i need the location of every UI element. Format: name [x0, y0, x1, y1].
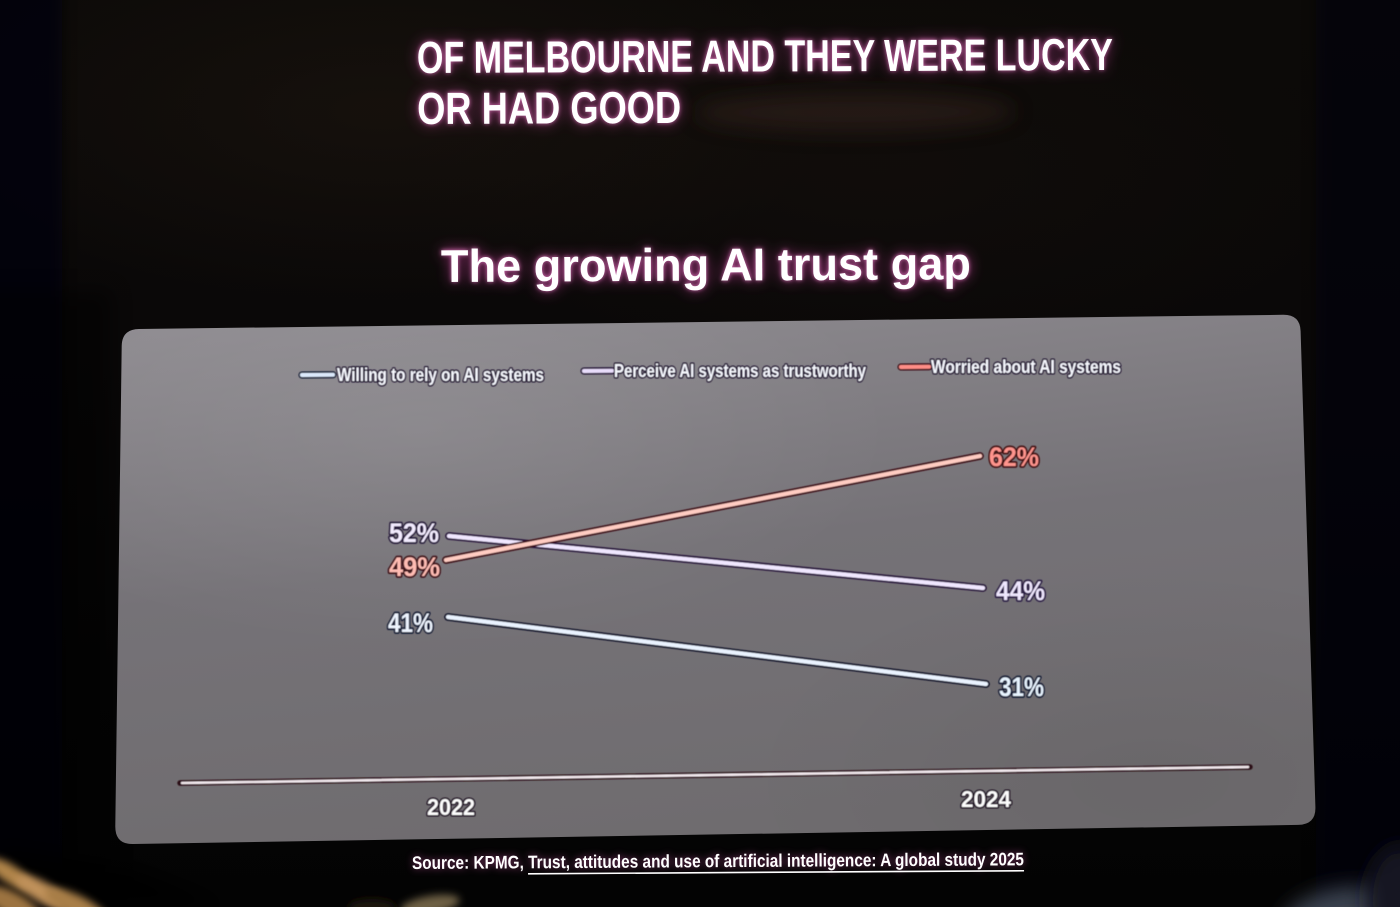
- svg-text:OR HAD GOOD: OR HAD GOOD: [417, 82, 681, 134]
- svg-text:2024: 2024: [961, 786, 1011, 812]
- svg-text:OF MELBOURNE AND THEY WERE LUC: OF MELBOURNE AND THEY WERE LUCKY: [417, 29, 1113, 83]
- svg-text:The growing AI trust gap: The growing AI trust gap: [441, 237, 971, 292]
- svg-text:31%: 31%: [999, 672, 1044, 702]
- svg-text:The growing AI trust gap: The growing AI trust gap: [441, 237, 971, 292]
- svg-text:Source: KPMG, Trust, attitudes: Source: KPMG, Trust, attitudes and use o…: [412, 849, 1024, 873]
- svg-text:OR HAD GOOD: OR HAD GOOD: [417, 82, 681, 134]
- svg-text:Source: KPMG, Trust, attitudes: Source: KPMG, Trust, attitudes and use o…: [412, 849, 1024, 873]
- svg-text:The growing AI trust gap: The growing AI trust gap: [441, 237, 971, 292]
- svg-text:52%: 52%: [389, 518, 439, 548]
- svg-text:Worried about AI systems: Worried about AI systems: [931, 357, 1121, 377]
- svg-text:Willing to rely on AI systems: Willing to rely on AI systems: [337, 365, 544, 385]
- svg-text:OF MELBOURNE AND THEY WERE LUC: OF MELBOURNE AND THEY WERE LUCKY: [417, 29, 1113, 83]
- svg-text:OF MELBOURNE AND THEY WERE LUC: OF MELBOURNE AND THEY WERE LUCKY: [417, 29, 1113, 83]
- svg-text:2022: 2022: [427, 794, 475, 820]
- svg-text:Perceive AI systems as trustwo: Perceive AI systems as trustworthy: [614, 361, 866, 381]
- svg-text:OR HAD GOOD: OR HAD GOOD: [417, 82, 681, 134]
- svg-text:44%: 44%: [996, 576, 1045, 606]
- svg-text:41%: 41%: [388, 608, 433, 638]
- svg-text:62%: 62%: [989, 442, 1039, 472]
- svg-text:49%: 49%: [389, 552, 440, 582]
